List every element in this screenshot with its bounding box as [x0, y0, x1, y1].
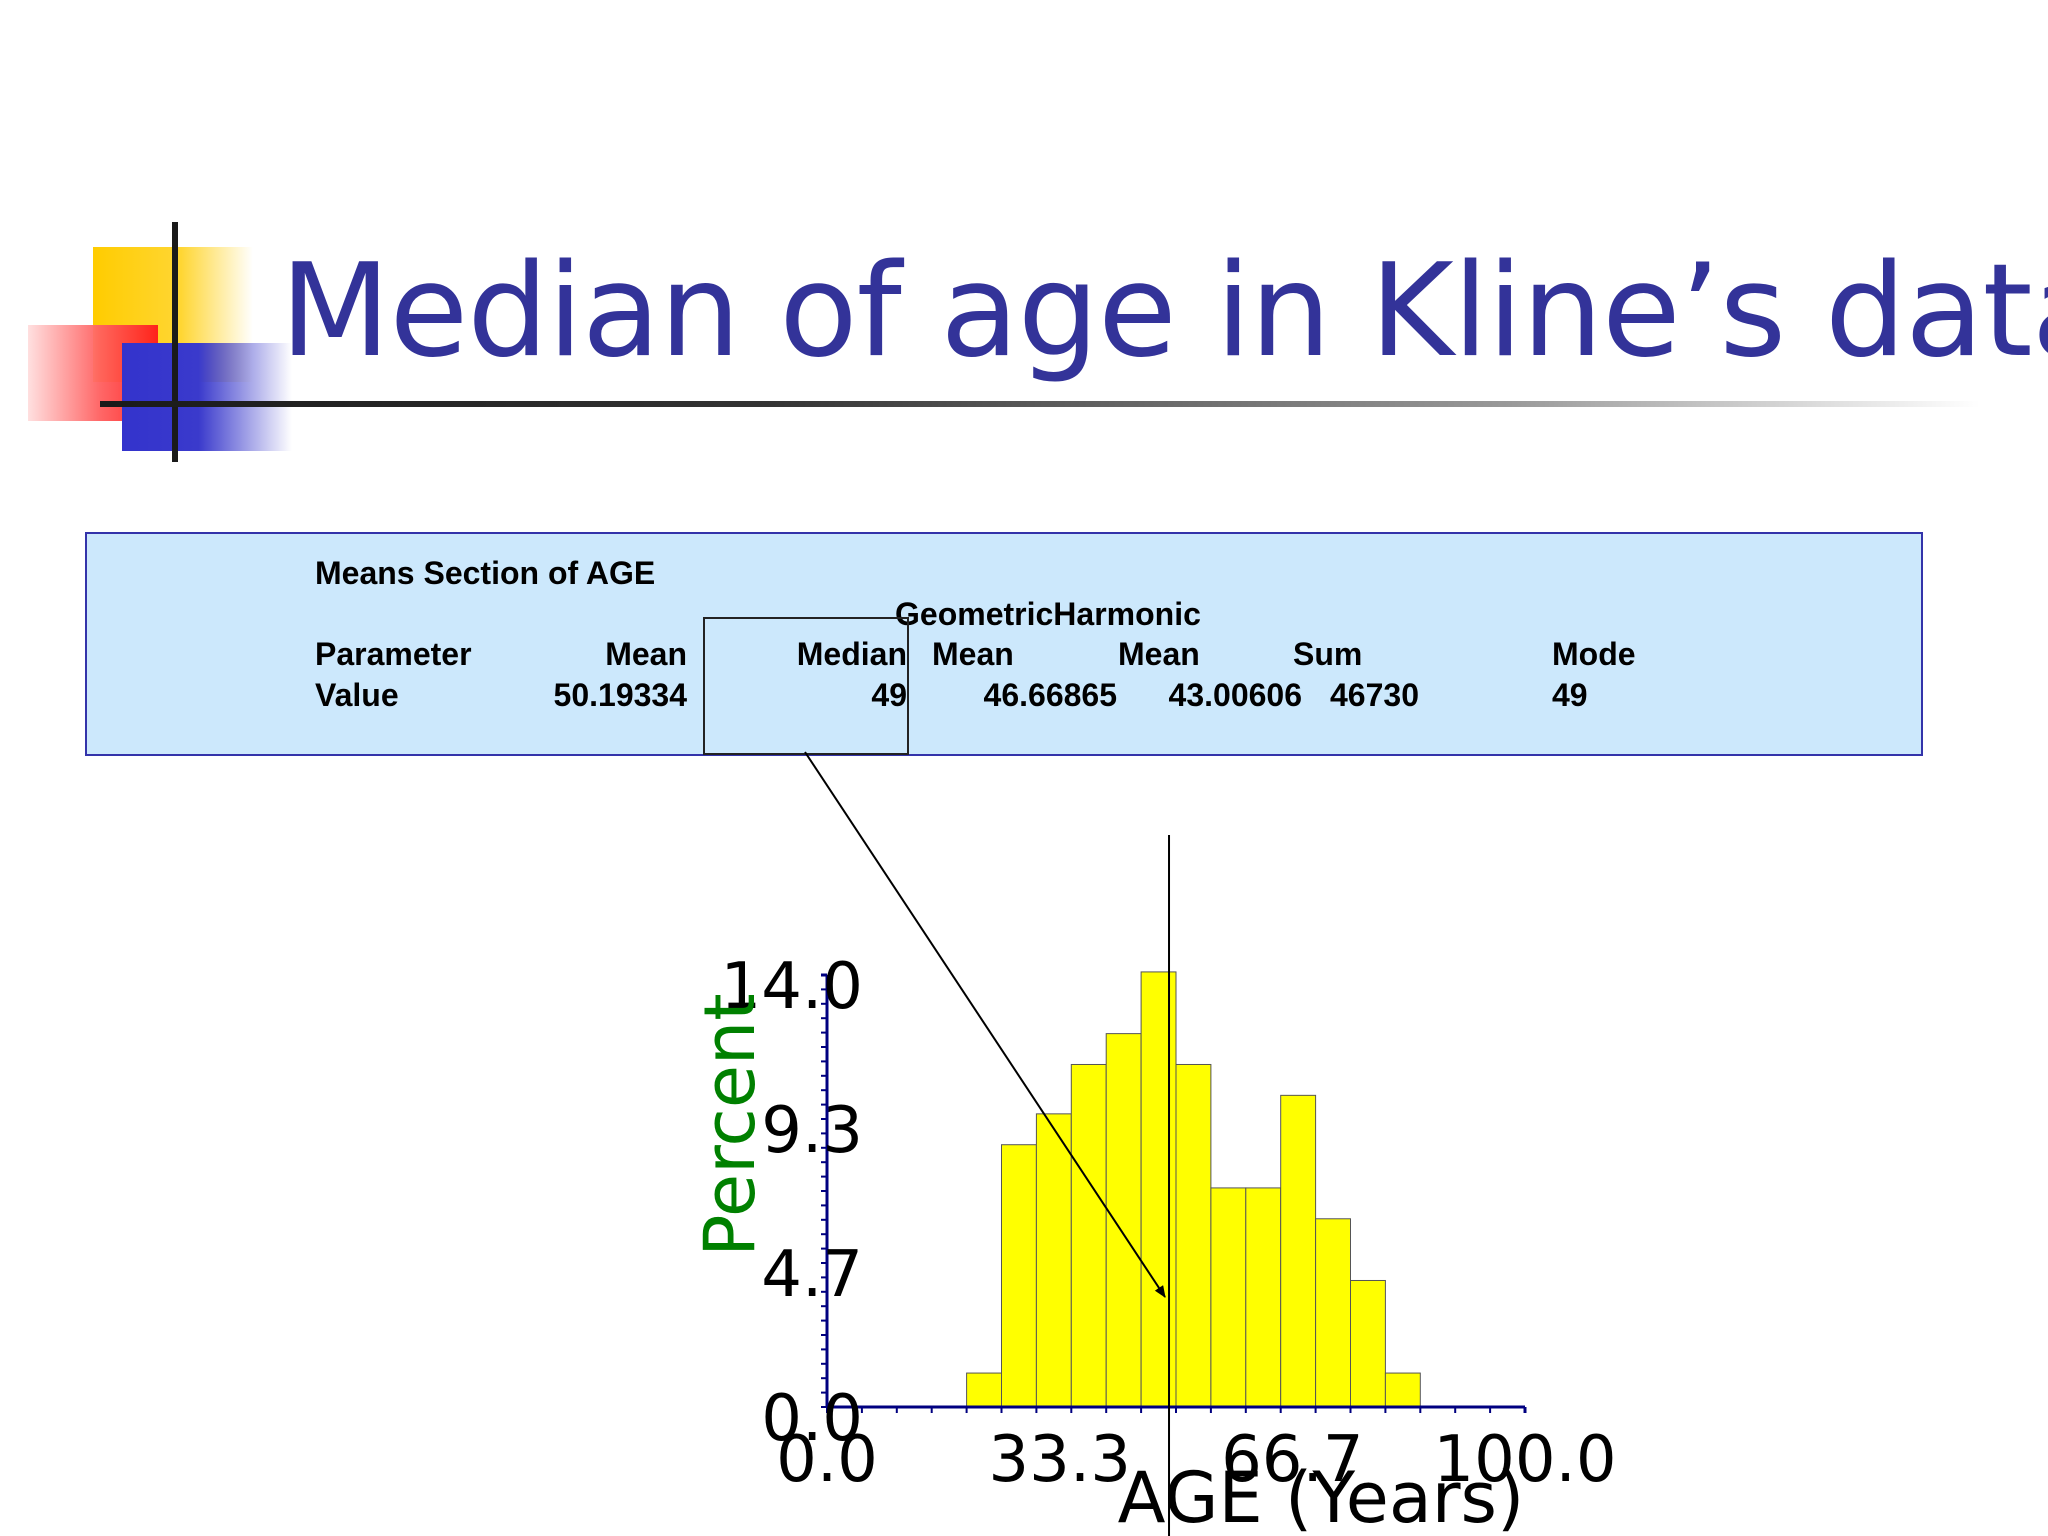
- slide-title: Median of age in Kline’s data: [280, 237, 2048, 386]
- value-mode: 49: [1552, 677, 1588, 713]
- histogram-bar-3: [1070, 1063, 1107, 1408]
- row-label-value: Value: [315, 677, 399, 713]
- y-tick-label: 4.7: [761, 1238, 863, 1312]
- chart-labels: 0.0 33.3 66.7 100.0 0.0 4.7 9.3 14.0 AGE (Years)…: [689, 950, 1617, 1536]
- header-sum: Sum: [1293, 636, 1363, 672]
- histogram-bar-7: [1210, 1187, 1247, 1408]
- x-tick-label: 0.0: [776, 1423, 878, 1497]
- title-underline: [100, 401, 1980, 407]
- value-harmonic-mean: 43.00606: [1168, 677, 1302, 713]
- section-title: Means Section of AGE: [315, 555, 656, 591]
- decor-blue-square: [122, 343, 292, 451]
- value-geometric-mean: 46.66865: [983, 677, 1117, 713]
- y-tick-label: 0.0: [761, 1382, 863, 1456]
- header-harmonic-mean: Mean: [1118, 636, 1200, 672]
- y-tick-label: 9.3: [761, 1094, 863, 1168]
- histogram-bar-1: [1001, 1144, 1037, 1408]
- value-sum: 46730: [1330, 677, 1419, 713]
- decor-vertical-line: [172, 222, 178, 462]
- histogram-bar-12: [1384, 1372, 1421, 1408]
- header-geometric-harmonic: GeometricHarmonic: [895, 596, 1201, 632]
- x-axis-title: AGE (Years): [1118, 1457, 1525, 1536]
- y-tick-label: 14.0: [721, 950, 864, 1024]
- y-axis-title: Percent: [689, 993, 771, 1256]
- chart-axes: [821, 973, 1527, 1413]
- header-geometric-mean: Mean: [932, 636, 1014, 672]
- histogram-bar-5: [1140, 971, 1177, 1408]
- histogram-bar-11: [1350, 1279, 1386, 1408]
- histogram-bar-6: [1175, 1063, 1212, 1408]
- header-mean: Mean: [605, 636, 687, 672]
- histogram-bar-8: [1245, 1187, 1282, 1408]
- histogram-bar-0: [966, 1372, 1002, 1408]
- median-arrow: [804, 751, 1166, 1298]
- histogram-bar-10: [1315, 1218, 1351, 1408]
- header-mode: Mode: [1552, 636, 1636, 672]
- header-median: Median: [796, 636, 907, 672]
- means-section-panel: Means Section of AGE GeometricHarmonic P…: [85, 532, 1923, 756]
- value-mean: 50.19334: [553, 677, 687, 713]
- histogram-bar-9: [1280, 1094, 1317, 1408]
- histogram-bars: [966, 971, 1421, 1408]
- x-tick-label: 66.7: [1221, 1423, 1364, 1497]
- x-tick-label: 100.0: [1433, 1423, 1616, 1497]
- header-parameter: Parameter: [315, 636, 472, 672]
- histogram-bar-2: [1035, 1113, 1072, 1408]
- histogram-bar-4: [1105, 1033, 1142, 1408]
- value-median: 49: [871, 677, 907, 713]
- x-tick-label: 33.3: [988, 1423, 1131, 1497]
